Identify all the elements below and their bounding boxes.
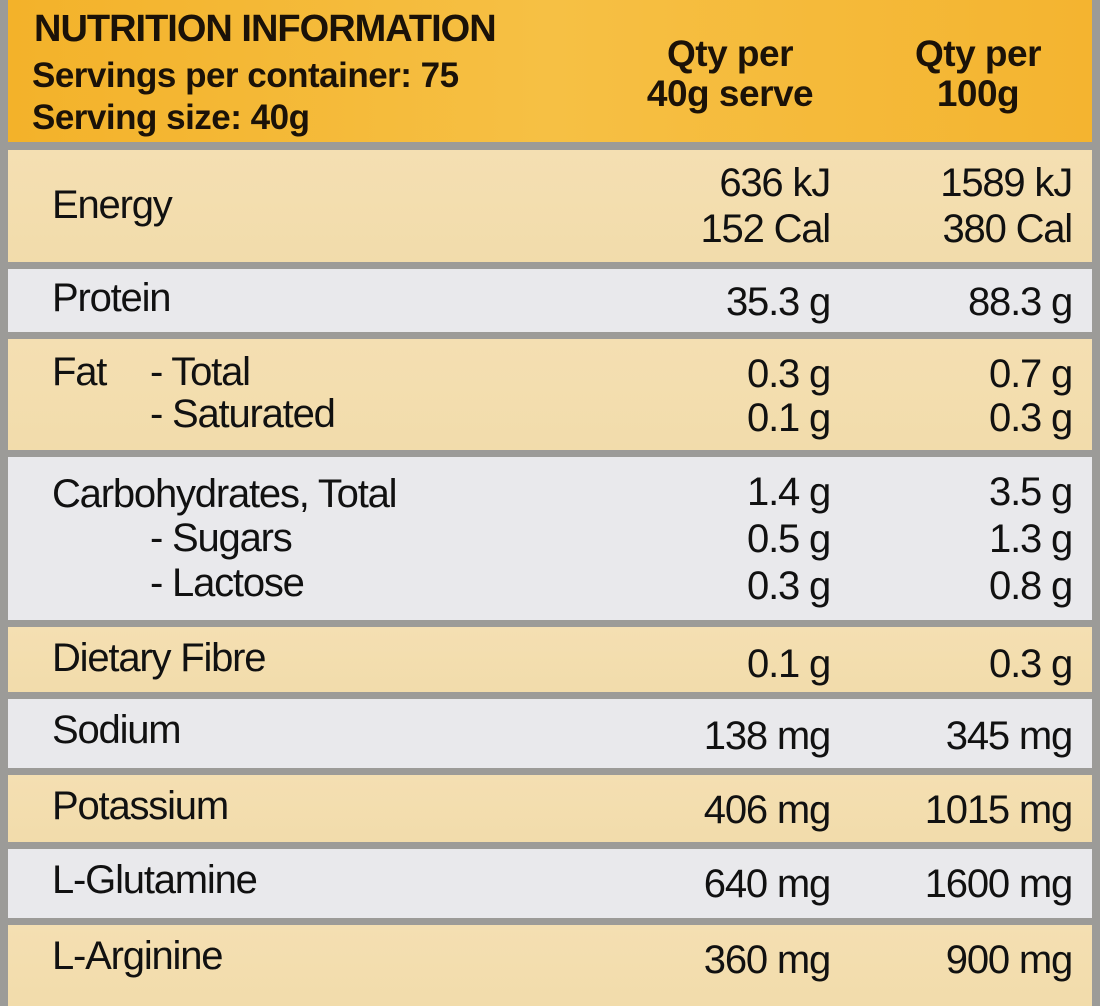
table-row-l-arginine: L-Arginine 360 mg 900 mg	[8, 925, 1092, 1006]
table-row-sodium: Sodium 138 mg 345 mg	[8, 699, 1092, 768]
value-per-serve: 1.4 g	[747, 470, 831, 514]
value-per-serve: 0.1 g	[747, 396, 831, 440]
value-per-100g: 345 mg	[945, 714, 1073, 758]
column-header-line: 40g serve	[646, 73, 814, 114]
nutrient-sublabel: - Sugars	[150, 516, 293, 560]
column-header-line: Qty per	[914, 33, 1042, 74]
table-row-dietary-fibre: Dietary Fibre 0.1 g 0.3 g	[8, 627, 1092, 692]
value-per-100g: 88.3 g	[967, 280, 1073, 324]
column-header-line: Qty per	[666, 33, 794, 74]
column-header-per-100g: Qty per 100g	[878, 34, 1078, 114]
nutrient-label: Dietary Fibre	[52, 636, 267, 680]
table-row-energy: Energy 636 kJ 152 Cal 1589 kJ 380 Cal	[8, 150, 1092, 262]
table-row-carbohydrates: Carbohydrates, Total - Sugars - Lactose …	[8, 457, 1092, 620]
value-per-100g: 0.7 g	[989, 352, 1073, 396]
value-per-serve: 0.3 g	[747, 564, 831, 608]
nutrient-label: Potassium	[52, 784, 229, 828]
servings-per-container: Servings per container: 75	[32, 56, 459, 95]
nutrition-title: NUTRITION INFORMATION	[34, 8, 497, 50]
nutrient-label: L-Arginine	[52, 934, 224, 978]
table-row-l-glutamine: L-Glutamine 640 mg 1600 mg	[8, 849, 1092, 918]
value-per-serve: 406 mg	[703, 788, 831, 832]
value-per-100g: 0.3 g	[989, 396, 1073, 440]
value-per-100g: 0.8 g	[989, 564, 1073, 608]
nutrition-header: NUTRITION INFORMATION Servings per conta…	[8, 0, 1092, 142]
serving-size: Serving size: 40g	[32, 98, 310, 137]
value-per-100g: 3.5 g	[989, 470, 1073, 514]
value-per-serve: 360 mg	[703, 938, 831, 982]
value-per-serve: 152 Cal	[700, 207, 832, 251]
value-per-serve: 636 kJ	[719, 161, 831, 205]
nutrient-label: Carbohydrates, Total	[52, 472, 398, 516]
nutrient-label: Fat	[52, 350, 107, 394]
nutrient-sublabel: - Total	[150, 350, 251, 394]
nutrient-sublabel: - Lactose	[150, 561, 305, 605]
nutrient-label: Energy	[52, 183, 173, 227]
column-header-line: 100g	[936, 73, 1020, 114]
table-row-fat: Fat - Total - Saturated 0.3 g 0.1 g 0.7 …	[8, 339, 1092, 450]
value-per-serve: 138 mg	[703, 714, 831, 758]
value-per-serve: 640 mg	[703, 862, 831, 906]
nutrient-sublabel: - Saturated	[150, 392, 336, 436]
table-row-potassium: Potassium 406 mg 1015 mg	[8, 775, 1092, 842]
table-row-protein: Protein 35.3 g 88.3 g	[8, 269, 1092, 332]
nutrient-label: Protein	[52, 276, 172, 320]
value-per-100g: 1600 mg	[924, 862, 1073, 906]
value-per-serve: 0.1 g	[747, 642, 831, 686]
value-per-100g: 1.3 g	[989, 517, 1073, 561]
value-per-100g: 1589 kJ	[940, 161, 1073, 205]
value-per-100g: 0.3 g	[989, 642, 1073, 686]
value-per-100g: 380 Cal	[942, 207, 1074, 251]
value-per-serve: 0.3 g	[747, 352, 831, 396]
value-per-serve: 0.5 g	[747, 517, 831, 561]
column-header-per-serve: Qty per 40g serve	[620, 34, 840, 114]
nutrient-label: L-Glutamine	[52, 858, 258, 902]
nutrient-label: Sodium	[52, 708, 182, 752]
value-per-100g: 1015 mg	[924, 788, 1073, 832]
value-per-serve: 35.3 g	[725, 280, 831, 324]
value-per-100g: 900 mg	[945, 938, 1073, 982]
